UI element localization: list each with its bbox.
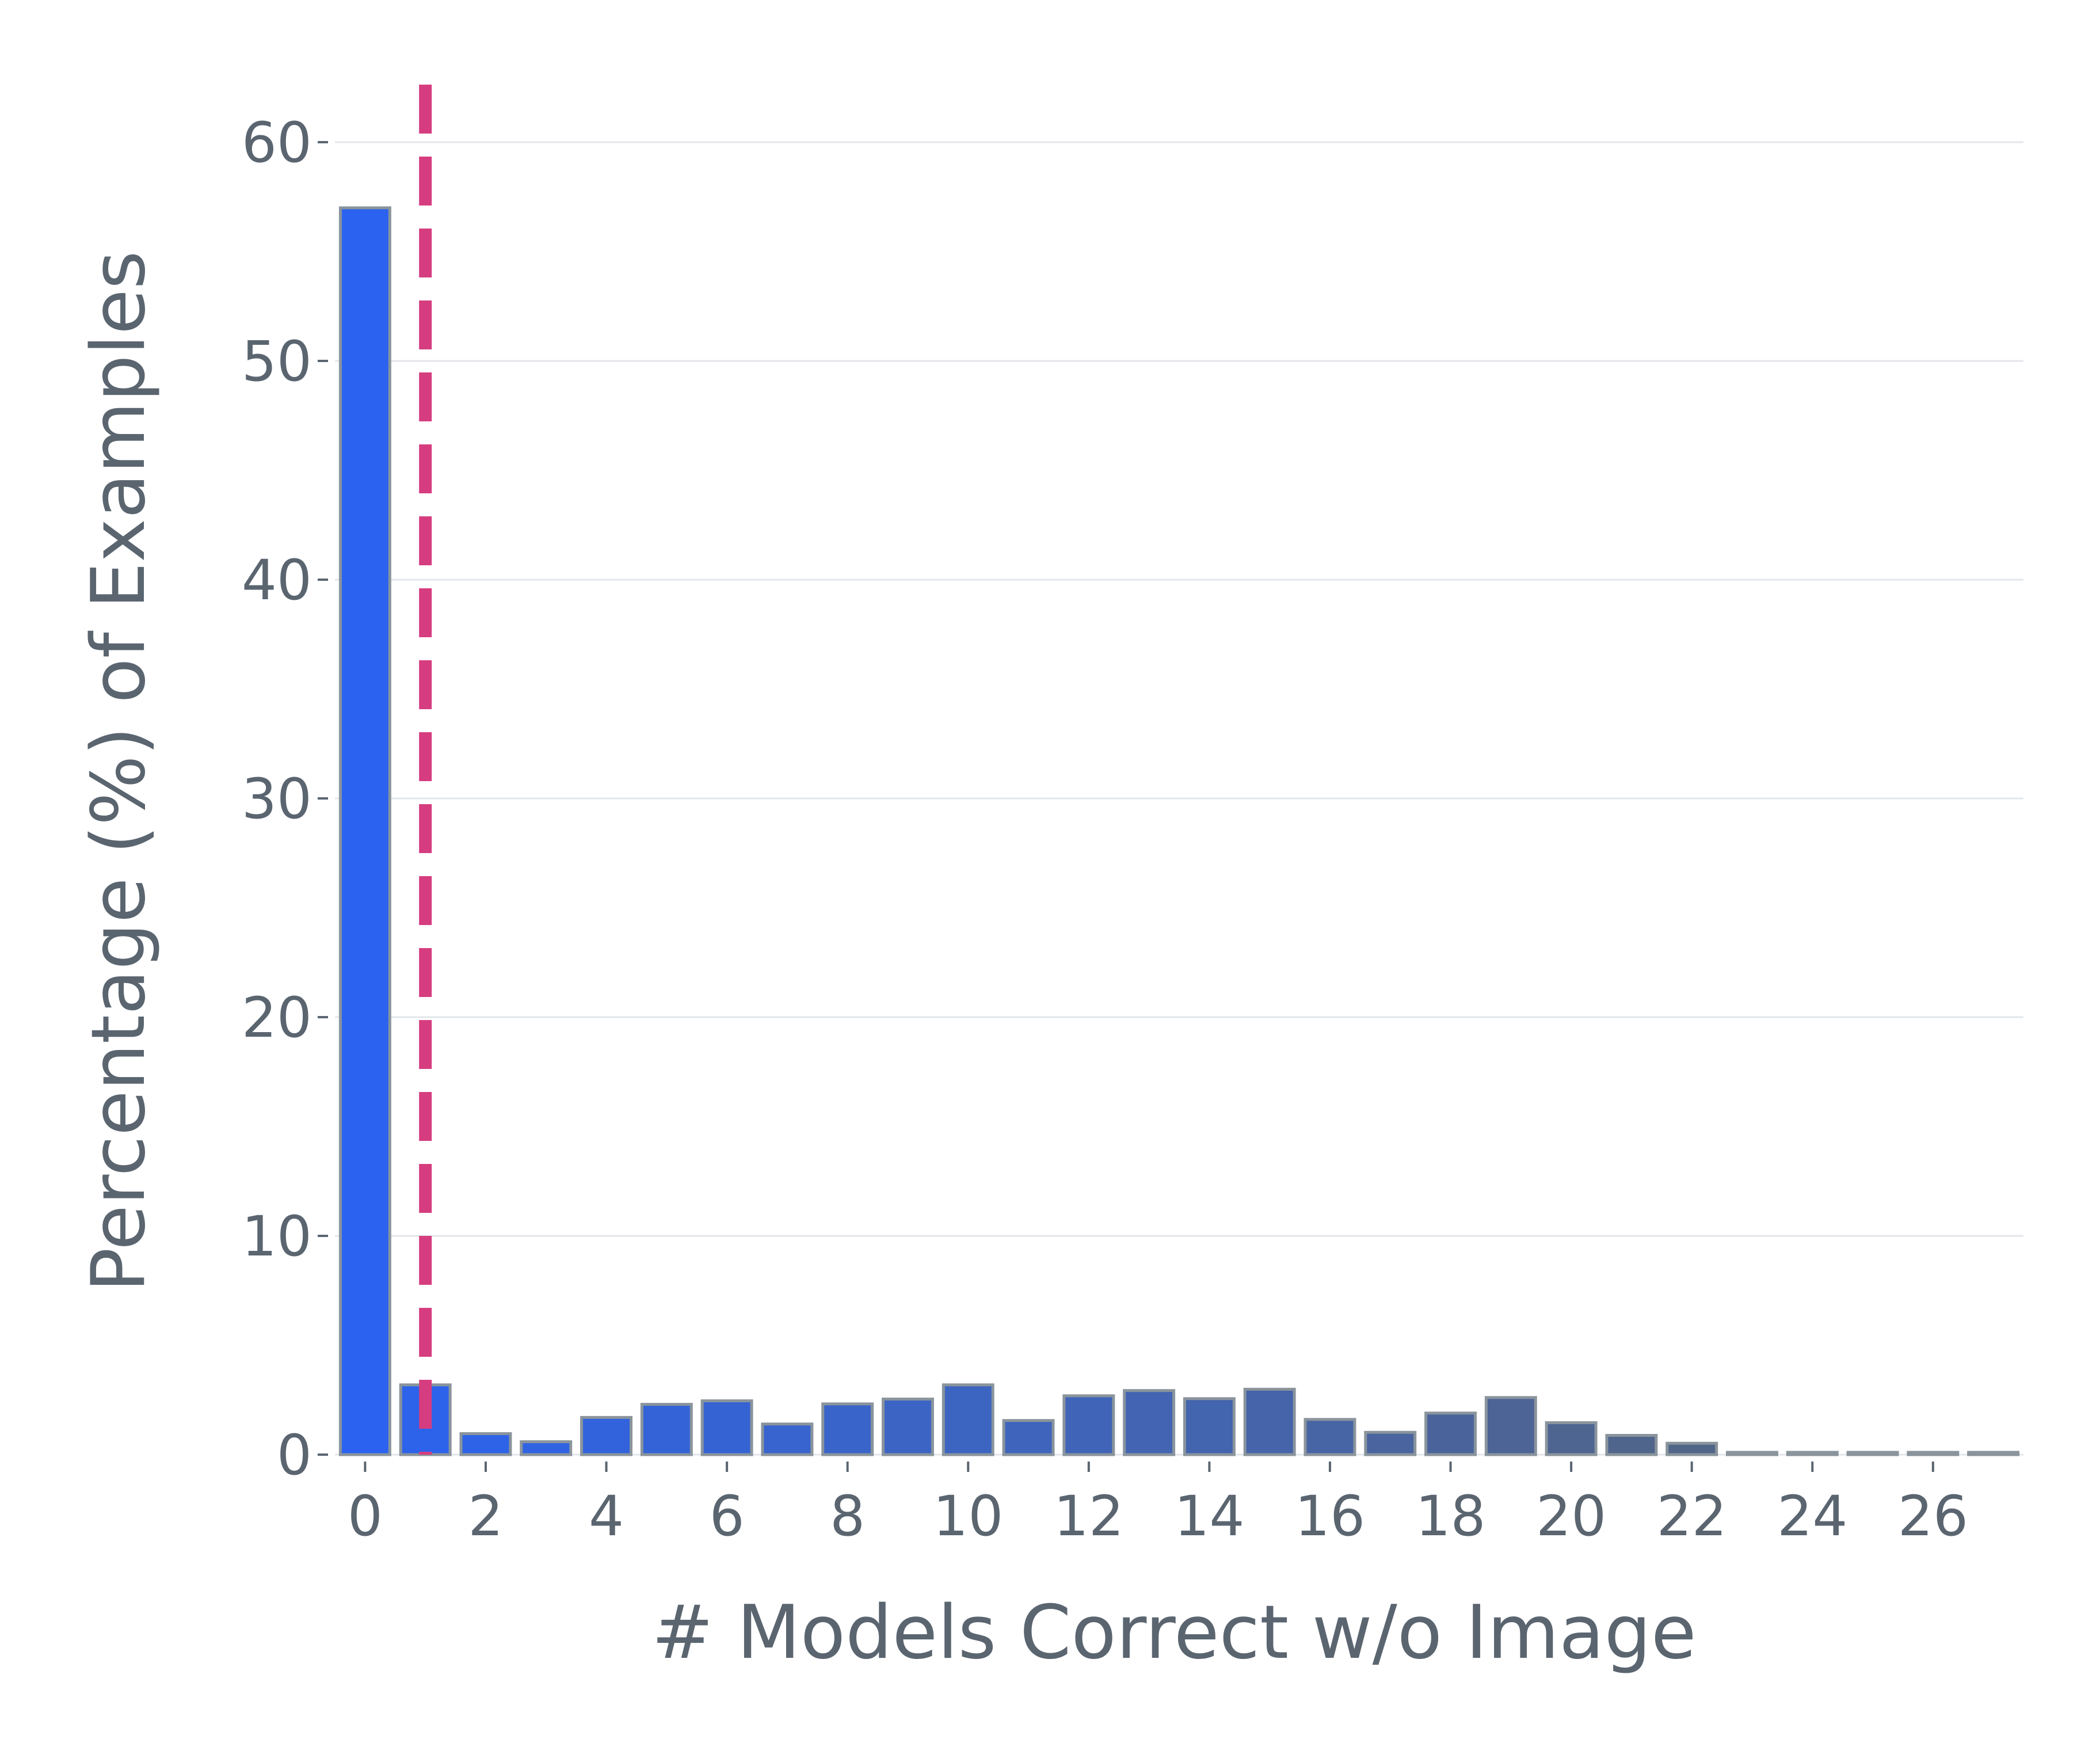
x-tick-label: 18 — [1415, 1484, 1485, 1548]
x-tick-label: 22 — [1657, 1484, 1727, 1548]
bar — [1726, 1451, 1778, 1456]
bar — [1002, 1419, 1055, 1456]
y-tick-label: 30 — [242, 767, 312, 831]
bar — [821, 1402, 874, 1456]
bar — [882, 1397, 934, 1456]
bar — [1846, 1451, 1899, 1456]
x-tick-label: 24 — [1777, 1484, 1847, 1548]
bar — [338, 206, 391, 1456]
bar — [1243, 1387, 1296, 1456]
bar — [459, 1432, 512, 1456]
bar — [1545, 1421, 1598, 1456]
y-tick-label: 60 — [242, 111, 312, 175]
bar — [640, 1403, 693, 1456]
bar — [1786, 1451, 1839, 1456]
y-tick-label: 20 — [242, 985, 312, 1050]
y-tick-label: 0 — [277, 1423, 312, 1487]
bar — [1484, 1396, 1537, 1456]
bar — [1364, 1430, 1417, 1456]
y-axis: 0 10 20 30 40 50 60 — [242, 111, 328, 1487]
gridlines — [335, 141, 2023, 1456]
x-tick-label: 0 — [348, 1484, 383, 1548]
x-tick-label: 6 — [710, 1484, 745, 1548]
bar — [700, 1399, 753, 1456]
x-tick-label: 14 — [1174, 1484, 1244, 1548]
bar — [761, 1422, 814, 1456]
bar — [1967, 1451, 2020, 1456]
x-tick-label: 26 — [1898, 1484, 1968, 1548]
bar — [1123, 1389, 1176, 1456]
x-tick-label: 4 — [589, 1484, 624, 1548]
bar — [1665, 1441, 1718, 1456]
bar — [1424, 1411, 1477, 1456]
x-axis: 0 2 4 6 8 10 12 14 16 18 20 22 24 26 — [348, 1462, 1968, 1548]
bar — [580, 1415, 632, 1456]
bar — [1062, 1394, 1115, 1456]
y-tick-label: 50 — [242, 329, 312, 394]
x-tick-label: 8 — [830, 1484, 865, 1548]
x-tick-label: 2 — [468, 1484, 503, 1548]
x-tick-label: 16 — [1295, 1484, 1365, 1548]
y-tick-label: 40 — [242, 548, 312, 612]
bar — [520, 1440, 573, 1456]
bars — [338, 206, 2020, 1456]
y-tick-label: 10 — [242, 1204, 312, 1269]
bar — [942, 1383, 994, 1456]
x-tick-label: 12 — [1054, 1484, 1124, 1548]
x-axis-title: # Models Correct w/o Image — [651, 1590, 1696, 1676]
bar — [1304, 1418, 1356, 1456]
x-tick-label: 10 — [933, 1484, 1003, 1548]
bar — [1605, 1434, 1658, 1456]
x-tick-label: 20 — [1536, 1484, 1606, 1548]
bar — [1907, 1451, 1960, 1456]
bar — [1183, 1397, 1236, 1456]
y-axis-title: Percentage (%) of Examples — [76, 251, 162, 1292]
